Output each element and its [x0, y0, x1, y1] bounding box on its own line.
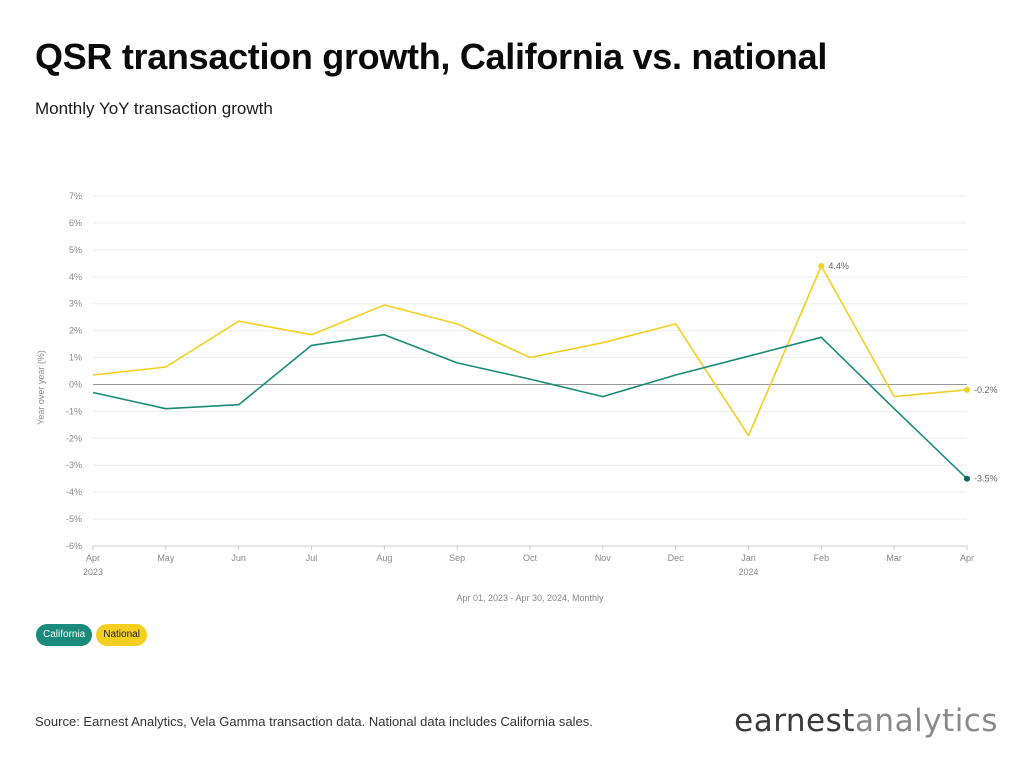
x-tick-label: Sep — [449, 553, 465, 563]
x-tick-label: Mar — [886, 553, 902, 563]
y-tick-label: 6% — [69, 218, 82, 228]
y-tick-label: 1% — [69, 353, 82, 363]
x-tick-label: May — [157, 553, 175, 563]
y-tick-label: -5% — [66, 514, 82, 524]
peak-label-national: 4.4% — [828, 261, 849, 271]
y-tick-label: 7% — [69, 191, 82, 201]
y-tick-label: -6% — [66, 541, 82, 551]
end-label-california: -3.5% — [974, 474, 998, 484]
peak-point-national — [818, 263, 825, 269]
x-tick-label: Oct — [523, 553, 538, 563]
y-axis-title: Year over year (%) — [36, 350, 46, 425]
chart-title: QSR transaction growth, California vs. n… — [35, 36, 828, 77]
legend-item-national[interactable]: National — [96, 624, 147, 646]
end-point-california — [964, 475, 970, 482]
x-year-label: 2024 — [738, 567, 758, 577]
earnest-analytics-logo: earnestanalytics — [734, 703, 998, 739]
source-note: Source: Earnest Analytics, Vela Gamma tr… — [35, 714, 593, 729]
x-tick-label: Jun — [231, 553, 246, 563]
end-label-national: -0.2% — [974, 385, 998, 395]
y-tick-label: 5% — [69, 245, 82, 255]
y-tick-label: 3% — [69, 299, 82, 309]
y-tick-label: 2% — [69, 326, 82, 336]
x-year-label: 2023 — [83, 567, 103, 577]
x-tick-label: Dec — [668, 553, 685, 563]
x-tick-label: Apr — [86, 553, 100, 563]
end-point-national — [964, 386, 970, 393]
x-tick-label: Aug — [376, 553, 392, 563]
y-tick-label: 4% — [69, 272, 82, 282]
legend-item-california[interactable]: California — [36, 624, 93, 646]
series-line-california — [92, 333, 968, 480]
y-tick-label: -4% — [66, 487, 82, 497]
x-tick-label: Apr — [960, 553, 974, 563]
chart-subtitle: Monthly YoY transaction growth — [35, 99, 273, 118]
y-tick-label: -1% — [66, 406, 82, 416]
x-tick-label: Jul — [306, 553, 318, 563]
x-tick-label: Jan — [741, 553, 756, 563]
line-chart: 7% 6% 5% 4% 3% 2% 1% 0% -1% -2% -3% -4% -5% -6% Apr May… — [36, 191, 998, 603]
x-axis-title: Apr 01, 2023 - Apr 30, 2024, Monthly — [456, 593, 604, 603]
legend: California National — [36, 624, 147, 646]
y-tick-label: -3% — [66, 460, 82, 470]
y-tick-label: -2% — [66, 433, 82, 443]
x-tick-label: Feb — [814, 553, 830, 563]
x-tick-label: Nov — [595, 553, 612, 563]
y-tick-label: 0% — [69, 379, 82, 389]
